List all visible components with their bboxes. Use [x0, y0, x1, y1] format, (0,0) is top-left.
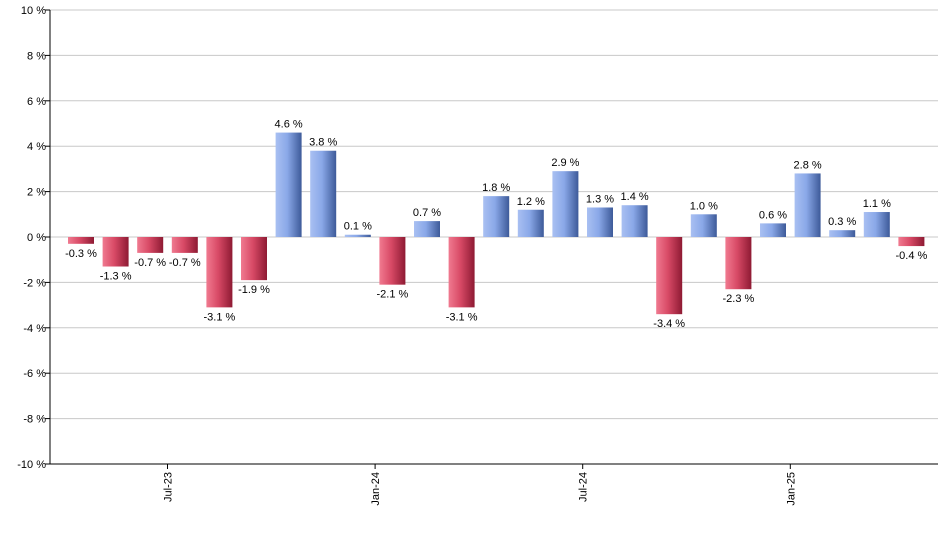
data-label: -3.4 % — [653, 318, 685, 330]
bar — [587, 207, 613, 237]
bar — [102, 237, 129, 267]
bar — [517, 209, 544, 237]
data-label: 1.8 % — [482, 182, 510, 194]
y-tick-label: 8 % — [27, 50, 46, 62]
y-tick-label: -2 % — [23, 277, 46, 289]
y-tick-label: 2 % — [27, 187, 46, 199]
data-label: -0.7 % — [134, 257, 166, 269]
data-label: -1.3 % — [100, 271, 132, 283]
y-axis-ticks: -10 % -8 % -6 % -4 % -2 % 0 % 2 % 4 % 6 % 8 % 10 % — [17, 5, 50, 471]
bar — [690, 214, 717, 237]
bar — [448, 237, 475, 308]
bar — [829, 230, 856, 237]
bar — [794, 173, 821, 237]
data-label: -3.1 % — [446, 311, 478, 323]
bar — [552, 171, 579, 237]
bars — [68, 132, 925, 315]
y-tick-label: 4 % — [27, 141, 46, 153]
bar — [68, 237, 94, 244]
data-label: -1.9 % — [238, 284, 270, 296]
y-tick-label: -8 % — [23, 414, 46, 426]
y-tick-label: -10 % — [17, 459, 46, 471]
data-label: 1.1 % — [863, 198, 891, 210]
bar — [863, 212, 890, 237]
bar — [621, 205, 648, 237]
bar — [241, 237, 267, 281]
data-label: 1.2 % — [517, 196, 545, 208]
data-label: -3.1 % — [204, 311, 236, 323]
data-label: 4.6 % — [275, 119, 303, 131]
x-tick-label: Jan-24 — [370, 472, 382, 506]
bar — [898, 237, 925, 247]
bar — [483, 196, 510, 237]
data-label: 0.7 % — [413, 207, 441, 219]
bar — [760, 223, 786, 237]
x-tick-label: Jul-23 — [163, 472, 175, 502]
data-label: 1.0 % — [690, 200, 718, 212]
bar — [206, 237, 233, 308]
x-tick-label: Jul-24 — [578, 472, 590, 502]
y-tick-label: -4 % — [23, 323, 46, 335]
bar — [725, 237, 752, 290]
bar — [137, 237, 164, 253]
data-label: -0.4 % — [896, 250, 928, 262]
y-tick-label: 10 % — [21, 5, 46, 17]
bar — [171, 237, 198, 253]
data-label: 2.9 % — [551, 157, 579, 169]
bar — [379, 237, 406, 285]
data-label: 0.1 % — [344, 221, 372, 233]
y-tick-label: -6 % — [23, 368, 46, 380]
y-tick-label: 0 % — [27, 232, 46, 244]
bar — [275, 132, 302, 237]
data-label: -0.3 % — [65, 248, 97, 260]
data-label: 3.8 % — [309, 137, 337, 149]
y-tick-label: 6 % — [27, 96, 46, 108]
bar — [310, 150, 337, 237]
data-label: 0.6 % — [759, 209, 787, 221]
data-label: 1.4 % — [621, 191, 649, 203]
data-label: -2.1 % — [377, 289, 409, 301]
data-label: -2.3 % — [723, 293, 755, 305]
x-axis-ticks: Jul-23 Jan-24 Jul-24 Jan-25 — [163, 464, 797, 506]
x-tick-label: Jan-25 — [785, 472, 797, 506]
bar — [656, 237, 683, 315]
data-label: -0.7 % — [169, 257, 201, 269]
data-label: 2.8 % — [794, 159, 822, 171]
bar — [414, 221, 440, 237]
data-label: 0.3 % — [828, 216, 856, 228]
bar — [344, 234, 371, 237]
data-labels: -0.3 %-1.3 %-0.7 % -0.7 %-3.1 %-1.9 %4.6 … — [65, 119, 927, 331]
data-label: 1.3 % — [586, 193, 614, 205]
